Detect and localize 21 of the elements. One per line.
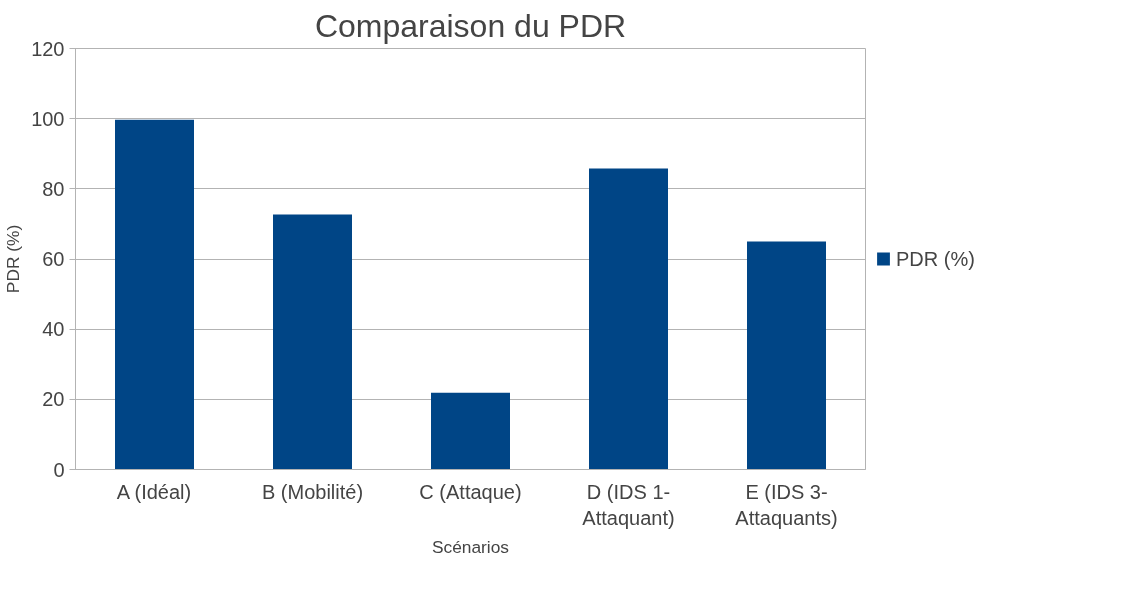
y-axis-title: PDR (%) <box>3 224 24 294</box>
chart-title: Comparaison du PDR <box>314 7 627 44</box>
x-axis-title: Scénarios <box>431 536 510 557</box>
x-tick-label: C (Attaque) <box>419 480 522 503</box>
y-tick-label: 0 <box>53 458 65 481</box>
x-tick-label: D (IDS 1-Attaquant) <box>582 480 675 529</box>
bar <box>747 241 826 470</box>
bar <box>589 168 668 470</box>
x-tick-label: B (Mobilité) <box>261 480 364 503</box>
y-tick-label: 20 <box>42 388 65 411</box>
bar <box>273 214 352 470</box>
legend-label: PDR (%) <box>896 247 975 270</box>
x-tick-label: A (Idéal) <box>116 480 192 503</box>
y-tick-label: 60 <box>42 248 65 270</box>
y-tick-label: 40 <box>42 318 65 341</box>
x-tick-label: E (IDS 3-Attaquants) <box>735 480 838 529</box>
y-tick-label: 120 <box>31 37 65 60</box>
y-tick-label: 100 <box>31 107 65 130</box>
y-tick-label: 80 <box>42 177 65 200</box>
bar <box>115 119 194 470</box>
bar <box>431 392 510 470</box>
